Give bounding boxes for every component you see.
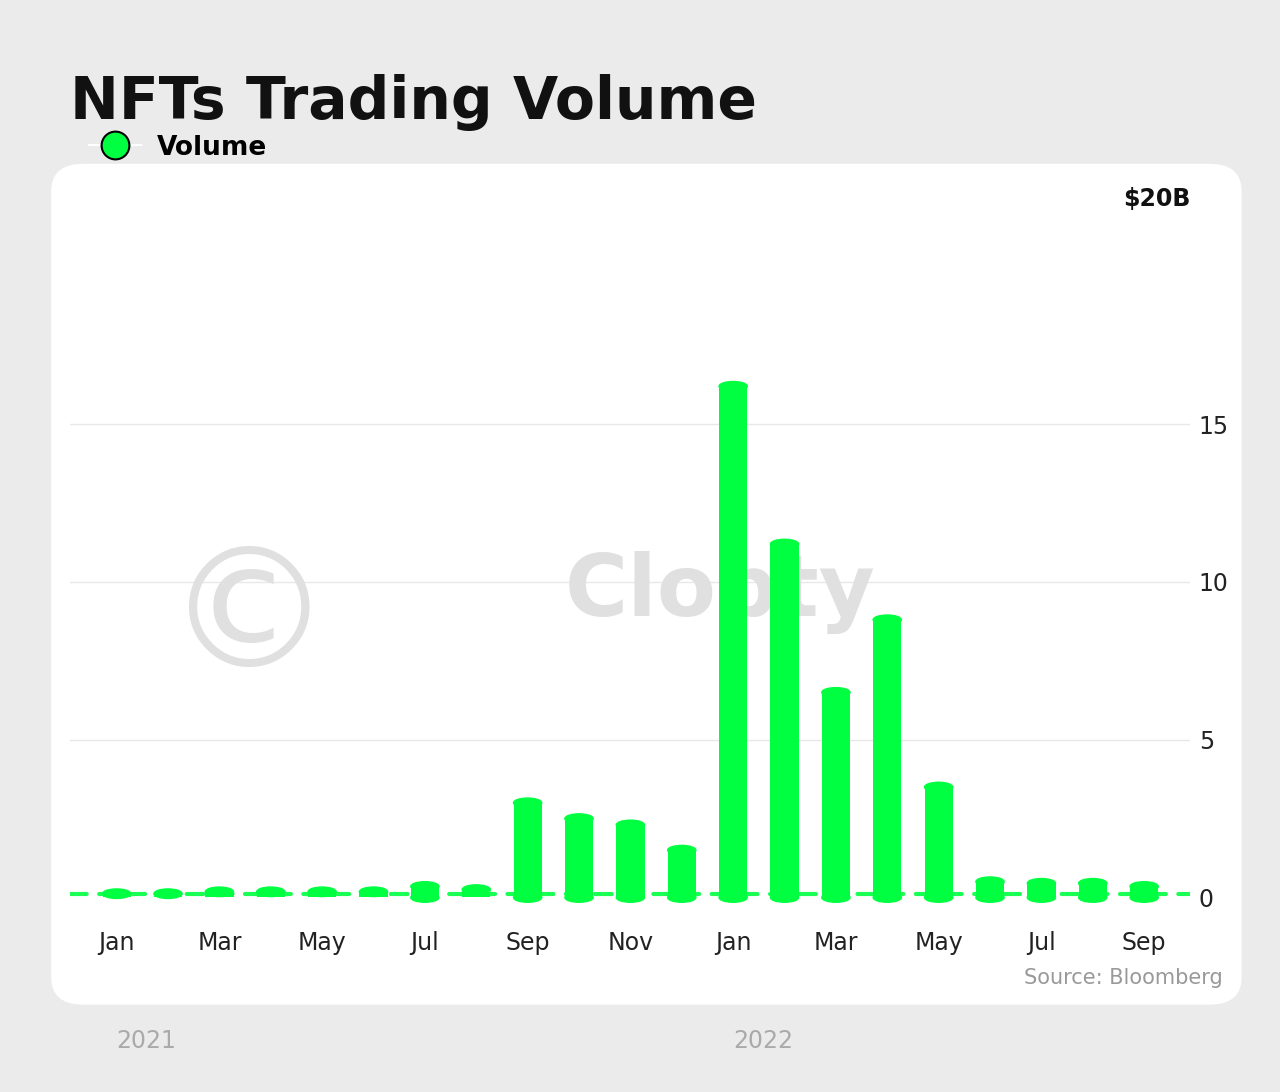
Bar	[564, 819, 593, 898]
Bar	[616, 824, 645, 898]
Bar	[719, 387, 748, 898]
Ellipse shape	[873, 615, 901, 625]
Text: Source: Bloomberg: Source: Bloomberg	[1024, 969, 1222, 988]
Ellipse shape	[668, 893, 696, 902]
Bar	[102, 893, 131, 898]
Ellipse shape	[205, 887, 233, 897]
Bar	[1028, 883, 1056, 898]
Bar	[205, 892, 233, 898]
Text: NFTs Trading Volume: NFTs Trading Volume	[70, 74, 758, 131]
Bar	[360, 892, 388, 898]
Ellipse shape	[1130, 893, 1158, 902]
Bar	[462, 890, 490, 898]
Ellipse shape	[564, 814, 593, 823]
Ellipse shape	[873, 893, 901, 902]
Ellipse shape	[924, 893, 952, 902]
Bar	[308, 892, 337, 898]
Ellipse shape	[771, 893, 799, 902]
Bar	[154, 893, 182, 898]
Ellipse shape	[102, 889, 131, 899]
Ellipse shape	[1079, 893, 1107, 902]
Text: $20B: $20B	[1123, 187, 1190, 211]
Text: ©: ©	[166, 538, 333, 701]
Ellipse shape	[924, 782, 952, 792]
Ellipse shape	[975, 877, 1005, 887]
Text: 2021: 2021	[116, 1030, 177, 1054]
Bar	[668, 851, 696, 898]
Text: Clopty: Clopty	[564, 551, 876, 634]
Ellipse shape	[411, 881, 439, 891]
Ellipse shape	[513, 798, 541, 808]
Ellipse shape	[822, 893, 850, 902]
Ellipse shape	[668, 845, 696, 855]
Ellipse shape	[616, 893, 645, 902]
Bar	[1130, 887, 1158, 898]
Ellipse shape	[360, 887, 388, 897]
Ellipse shape	[462, 885, 490, 894]
Bar	[924, 787, 952, 898]
Ellipse shape	[1130, 881, 1158, 891]
Bar	[256, 892, 285, 898]
Ellipse shape	[616, 820, 645, 830]
Ellipse shape	[719, 893, 748, 902]
Bar	[1079, 883, 1107, 898]
Ellipse shape	[1079, 879, 1107, 888]
Bar	[975, 881, 1005, 898]
Ellipse shape	[154, 889, 182, 899]
Ellipse shape	[564, 893, 593, 902]
Ellipse shape	[411, 893, 439, 902]
Bar	[822, 692, 850, 898]
Ellipse shape	[256, 887, 285, 897]
Legend: Volume: Volume	[78, 124, 278, 171]
Bar	[873, 620, 901, 898]
Bar	[513, 803, 541, 898]
Bar	[771, 544, 799, 898]
Ellipse shape	[975, 893, 1005, 902]
Ellipse shape	[719, 381, 748, 391]
Bar	[411, 887, 439, 898]
Text: 2022: 2022	[733, 1030, 794, 1054]
Ellipse shape	[1028, 879, 1056, 888]
Ellipse shape	[308, 887, 337, 897]
Ellipse shape	[513, 893, 541, 902]
Ellipse shape	[1028, 893, 1056, 902]
Ellipse shape	[771, 539, 799, 549]
Ellipse shape	[822, 688, 850, 697]
